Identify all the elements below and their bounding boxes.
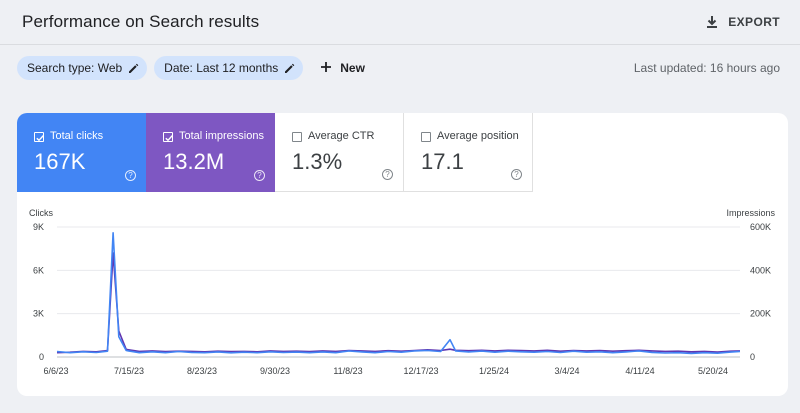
download-icon xyxy=(705,15,719,29)
x-tick-label: 4/11/24 xyxy=(625,366,654,376)
left-tick-label: 3K xyxy=(33,309,44,319)
x-tick-label: 8/23/23 xyxy=(187,366,217,376)
filter-bar: Search type: Web Date: Last 12 months Ne… xyxy=(17,56,780,80)
x-tick-label: 6/6/23 xyxy=(43,366,68,376)
help-icon[interactable]: ? xyxy=(511,169,522,180)
x-tick-label: 3/4/24 xyxy=(554,366,579,376)
x-tick-label: 7/15/23 xyxy=(114,366,144,376)
metric-average-position[interactable]: Average position 17.1 ? xyxy=(404,113,533,192)
last-updated-text: Last updated: 16 hours ago xyxy=(633,61,780,75)
performance-chart: 9K 600K 6K 400K 3K 200K 0 0 Clicks Impressions 6/6… xyxy=(29,208,776,376)
metric-total-clicks[interactable]: Total clicks 167K ? xyxy=(17,113,146,192)
metric-tabs: Total clicks 167K ? Total impressions 13… xyxy=(17,113,533,192)
x-tick-label: 9/30/23 xyxy=(260,366,290,376)
x-tick-label: 5/20/24 xyxy=(698,366,728,376)
x-tick-label: 1/25/24 xyxy=(479,366,509,376)
help-icon[interactable]: ? xyxy=(254,170,265,181)
page-header: Performance on Search results EXPORT xyxy=(0,0,800,45)
right-axis-title: Impressions xyxy=(726,208,775,218)
page-title: Performance on Search results xyxy=(22,12,260,31)
right-tick-label: 200K xyxy=(750,309,771,319)
metric-label: Average CTR xyxy=(308,130,375,142)
metric-value: 167K xyxy=(34,149,86,174)
help-icon[interactable]: ? xyxy=(382,169,393,180)
new-filter-button[interactable]: New xyxy=(320,61,365,76)
metric-average-ctr[interactable]: Average CTR 1.3% ? xyxy=(275,113,404,192)
series-line-clicks xyxy=(56,232,741,355)
right-tick-label: 400K xyxy=(750,265,771,275)
x-tick-label: 11/8/23 xyxy=(333,366,362,376)
search-type-chip[interactable]: Search type: Web xyxy=(17,56,148,80)
checkbox-checked-icon[interactable] xyxy=(34,132,44,142)
new-label: New xyxy=(340,61,365,75)
search-type-label: Search type: Web xyxy=(27,61,123,75)
left-tick-label: 9K xyxy=(33,222,44,232)
left-axis-title: Clicks xyxy=(29,208,53,218)
series-line-impressions xyxy=(56,252,741,354)
right-tick-label: 600K xyxy=(750,222,771,232)
left-tick-label: 6K xyxy=(33,265,44,275)
date-label: Date: Last 12 months xyxy=(164,61,279,75)
left-tick-label: 0 xyxy=(39,352,44,362)
export-label: EXPORT xyxy=(728,15,780,29)
metric-label: Total impressions xyxy=(179,130,264,142)
x-tick-label: 12/17/23 xyxy=(403,366,438,376)
date-chip[interactable]: Date: Last 12 months xyxy=(154,56,304,80)
right-tick-label: 0 xyxy=(750,352,755,362)
plus-icon xyxy=(320,61,332,76)
metric-value: 1.3% xyxy=(292,149,343,174)
pencil-icon xyxy=(284,63,295,74)
metric-value: 13.2M xyxy=(163,149,225,174)
metric-total-impressions[interactable]: Total impressions 13.2M ? xyxy=(146,113,275,192)
checkbox-checked-icon[interactable] xyxy=(163,132,173,142)
checkbox-unchecked-icon[interactable] xyxy=(292,132,302,142)
metric-value: 17.1 xyxy=(421,149,464,174)
metric-label: Average position xyxy=(437,130,519,142)
metric-label: Total clicks xyxy=(50,130,104,142)
help-icon[interactable]: ? xyxy=(125,170,136,181)
checkbox-unchecked-icon[interactable] xyxy=(421,132,431,142)
export-button[interactable]: EXPORT xyxy=(705,15,780,29)
performance-card: 9K 600K 6K 400K 3K 200K 0 0 Clicks Impressions 6/6… xyxy=(17,113,788,396)
pencil-icon xyxy=(128,63,139,74)
